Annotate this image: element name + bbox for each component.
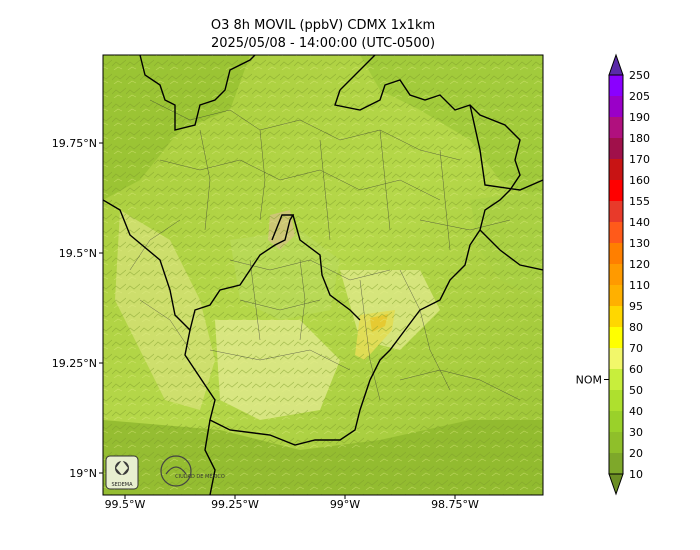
- colorbar-level-label: 110: [629, 279, 650, 292]
- lon-tick-label: 99°W: [330, 498, 360, 511]
- colorbar-level-label: 170: [629, 153, 650, 166]
- colorbar-level-label: 250: [629, 69, 650, 82]
- colorbar-band: [609, 348, 623, 369]
- colorbar-band: [609, 306, 623, 327]
- colorbar-band: [609, 243, 623, 264]
- colorbar-band: [609, 159, 623, 180]
- lon-tick-label: 98.75°W: [431, 498, 479, 511]
- colorbar-extend-min: [608, 473, 624, 496]
- colorbar-level-label: 160: [629, 174, 650, 187]
- lon-tick-label: 99.25°W: [211, 498, 259, 511]
- colorbar-level-label: 95: [629, 300, 643, 313]
- svg-text:CIUDAD DE MÉXICO: CIUDAD DE MÉXICO: [175, 472, 225, 480]
- colorbar-level-label: 180: [629, 132, 650, 145]
- colorbar-band: [609, 453, 623, 474]
- colorbar-band: [609, 201, 623, 222]
- colorbar-level-label: 140: [629, 216, 650, 229]
- colorbar-band: [609, 369, 623, 390]
- colorbar-band: [609, 96, 623, 117]
- municipal-boundaries: [129, 99, 521, 401]
- colorbar-level-label: 205: [629, 90, 650, 103]
- colorbar-level-label: 50: [629, 384, 643, 397]
- map-title-line1: O3 8h MOVIL (ppbV) CDMX 1x1km: [210, 18, 436, 33]
- svg-text:SEDEMA: SEDEMA: [111, 482, 133, 488]
- colorbar-level-label: 20: [629, 447, 643, 460]
- colorbar-band: [609, 285, 623, 306]
- colorbar-band: [609, 432, 623, 453]
- longitude-ticks: 99.5°W 99.25°W 99°W 98.75°W: [105, 495, 479, 511]
- colorbar-band: [609, 411, 623, 432]
- map-frame: [102, 54, 544, 496]
- lat-tick-label: 19.75°N: [52, 137, 97, 150]
- colorbar-band: [609, 327, 623, 348]
- map-title-line2: 2025/05/08 - 14:00:00 (UTC-0500): [210, 36, 436, 51]
- nom-label: NOM: [576, 374, 602, 387]
- lon-tick-label: 99.5°W: [105, 498, 146, 511]
- colorbar: 10 20 30 40 50 60 70 80 95 110 120 130 140 155 160 170 1…: [576, 53, 650, 496]
- lat-tick-label: 19.25°N: [52, 357, 97, 370]
- terrain-texture: [103, 55, 543, 495]
- lat-tick-label: 19°N: [69, 467, 97, 480]
- colorbar-band: [609, 264, 623, 285]
- latitude-ticks: 19.75°N 19.5°N 19.25°N 19°N: [52, 137, 103, 480]
- colorbar-band: [609, 390, 623, 411]
- colorbar-level-label: 190: [629, 111, 650, 124]
- cdmx-logo: CIUDAD DE MÉXICO: [160, 455, 225, 487]
- colorbar-band: [609, 117, 623, 138]
- lat-tick-label: 19.5°N: [59, 247, 97, 260]
- colorbar-level-label: 80: [629, 321, 643, 334]
- colorbar-frame: [608, 74, 624, 475]
- colorbar-level-label: 10: [629, 468, 643, 481]
- colorbar-extend-max: [608, 53, 624, 76]
- colorbar-level-label: 30: [629, 426, 643, 439]
- colorbar-level-label: 155: [629, 195, 650, 208]
- colorbar-level-label: 130: [629, 237, 650, 250]
- map-panel: [103, 55, 543, 495]
- colorbar-level-label: 70: [629, 342, 643, 355]
- sedema-logo: SEDEMA: [105, 455, 139, 490]
- colorbar-band: [609, 75, 623, 96]
- colorbar-band: [609, 222, 623, 243]
- colorbar-band: [609, 138, 623, 159]
- colorbar-level-label: 120: [629, 258, 650, 271]
- colorbar-band: [609, 180, 623, 201]
- colorbar-level-label: 60: [629, 363, 643, 376]
- colorbar-level-label: 40: [629, 405, 643, 418]
- state-boundaries: [103, 55, 543, 495]
